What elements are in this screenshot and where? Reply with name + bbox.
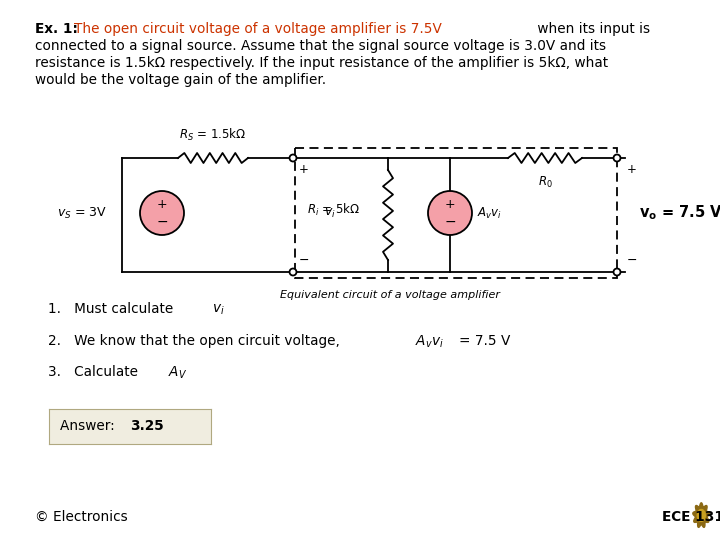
- Polygon shape: [697, 510, 706, 521]
- Text: 3.25: 3.25: [130, 420, 163, 433]
- Text: $\mathbf{v_o}$ = 7.5 V: $\mathbf{v_o}$ = 7.5 V: [639, 204, 720, 222]
- Circle shape: [140, 191, 184, 235]
- Text: $R_S$ = 1.5k$\Omega$: $R_S$ = 1.5k$\Omega$: [179, 127, 246, 143]
- Text: $A_v v_i$: $A_v v_i$: [477, 205, 502, 220]
- Text: 3.   Calculate: 3. Calculate: [48, 365, 142, 379]
- Circle shape: [289, 268, 297, 275]
- Text: 1.   Must calculate: 1. Must calculate: [48, 302, 177, 316]
- Text: +: +: [445, 199, 455, 212]
- Text: −: −: [156, 215, 168, 229]
- Circle shape: [613, 154, 621, 161]
- Text: +: +: [299, 163, 309, 176]
- Text: −: −: [444, 215, 456, 229]
- Text: $A_v v_i$: $A_v v_i$: [415, 334, 444, 350]
- Circle shape: [289, 154, 297, 161]
- Text: $v_S$ = 3V: $v_S$ = 3V: [57, 205, 107, 220]
- Text: 2.   We know that the open circuit voltage,: 2. We know that the open circuit voltage…: [48, 334, 343, 348]
- Text: Ex. 1:: Ex. 1:: [35, 22, 78, 36]
- Text: $v_i$: $v_i$: [324, 206, 336, 220]
- Text: Answer:: Answer:: [60, 420, 120, 433]
- Text: +: +: [627, 163, 637, 176]
- Text: ECE 1312: ECE 1312: [662, 510, 720, 524]
- Circle shape: [428, 191, 472, 235]
- Text: Equivalent circuit of a voltage amplifier: Equivalent circuit of a voltage amplifie…: [280, 290, 500, 300]
- Text: +: +: [157, 199, 167, 212]
- Text: $A_V$: $A_V$: [168, 365, 188, 381]
- Text: $R_0$: $R_0$: [538, 175, 552, 190]
- Circle shape: [613, 268, 621, 275]
- Text: resistance is 1.5kΩ respectively. If the input resistance of the amplifier is 5k: resistance is 1.5kΩ respectively. If the…: [35, 56, 608, 70]
- Polygon shape: [693, 503, 710, 528]
- Text: −: −: [627, 254, 637, 267]
- Text: = 7.5 V: = 7.5 V: [459, 334, 510, 348]
- Text: would be the voltage gain of the amplifier.: would be the voltage gain of the amplifi…: [35, 73, 325, 87]
- Text: © Electronics: © Electronics: [35, 510, 127, 524]
- Text: connected to a signal source. Assume that the signal source voltage is 3.0V and : connected to a signal source. Assume tha…: [35, 39, 606, 53]
- Text: when its input is: when its input is: [533, 22, 650, 36]
- Text: −: −: [299, 254, 310, 267]
- Text: $R_i$ = 5k$\Omega$: $R_i$ = 5k$\Omega$: [307, 202, 360, 218]
- Text: The open circuit voltage of a voltage amplifier is 7.5V: The open circuit voltage of a voltage am…: [74, 22, 442, 36]
- Text: $v_i$: $v_i$: [212, 302, 225, 317]
